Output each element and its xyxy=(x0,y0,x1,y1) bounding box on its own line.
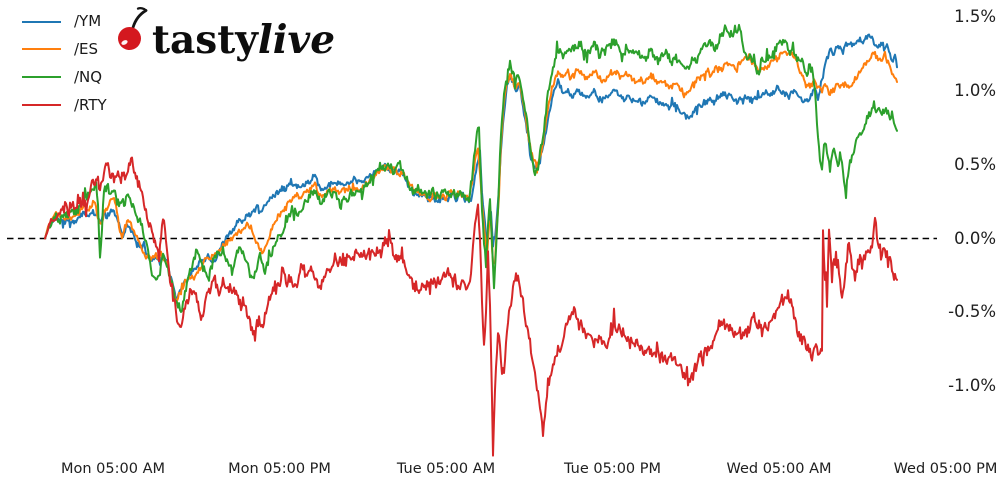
xtick-wed-am: Wed 05:00 AM xyxy=(726,461,832,477)
rty-line-swatch xyxy=(22,104,61,107)
ytick-1.0: 1.0% xyxy=(954,80,996,100)
legend-item-nq: /NQ xyxy=(22,63,107,91)
legend-label-nq: /NQ xyxy=(74,67,103,86)
logo-text: tastylive xyxy=(152,17,335,63)
chart-series-lines xyxy=(44,23,898,457)
ytick-1.5: 1.5% xyxy=(954,6,996,26)
ytick-0.5: 0.5% xyxy=(954,154,996,174)
xtick-mon-pm: Mon 05:00 PM xyxy=(228,461,331,477)
ytick--1.0: -1.0% xyxy=(948,375,996,395)
series-nq-line xyxy=(44,23,898,313)
series-rty-line xyxy=(44,156,898,457)
es-line-swatch xyxy=(22,48,61,51)
ytick-0.0: 0.0% xyxy=(954,228,996,248)
ytick--0.5: -0.5% xyxy=(948,302,996,322)
legend: /YM /ES /NQ /RTY xyxy=(22,8,107,119)
xtick-tue-pm: Tue 05:00 PM xyxy=(563,461,662,477)
nq-line-swatch xyxy=(22,76,61,79)
legend-item-ym: /YM xyxy=(22,8,107,36)
xtick-tue-am: Tue 05:00 AM xyxy=(396,461,496,477)
ym-line-swatch xyxy=(22,20,61,23)
tastylive-logo: tastylive xyxy=(118,7,335,63)
legend-label-ym: /YM xyxy=(74,12,102,31)
legend-label-es: /ES xyxy=(74,39,99,58)
cherry-icon xyxy=(118,7,148,50)
xtick-mon-am: Mon 05:00 AM xyxy=(60,461,166,477)
legend-item-rty: /RTY xyxy=(22,91,107,119)
legend-label-rty: /RTY xyxy=(74,95,107,114)
legend-item-es: /ES xyxy=(22,36,107,64)
xtick-wed-pm: Wed 05:00 PM xyxy=(893,461,998,477)
